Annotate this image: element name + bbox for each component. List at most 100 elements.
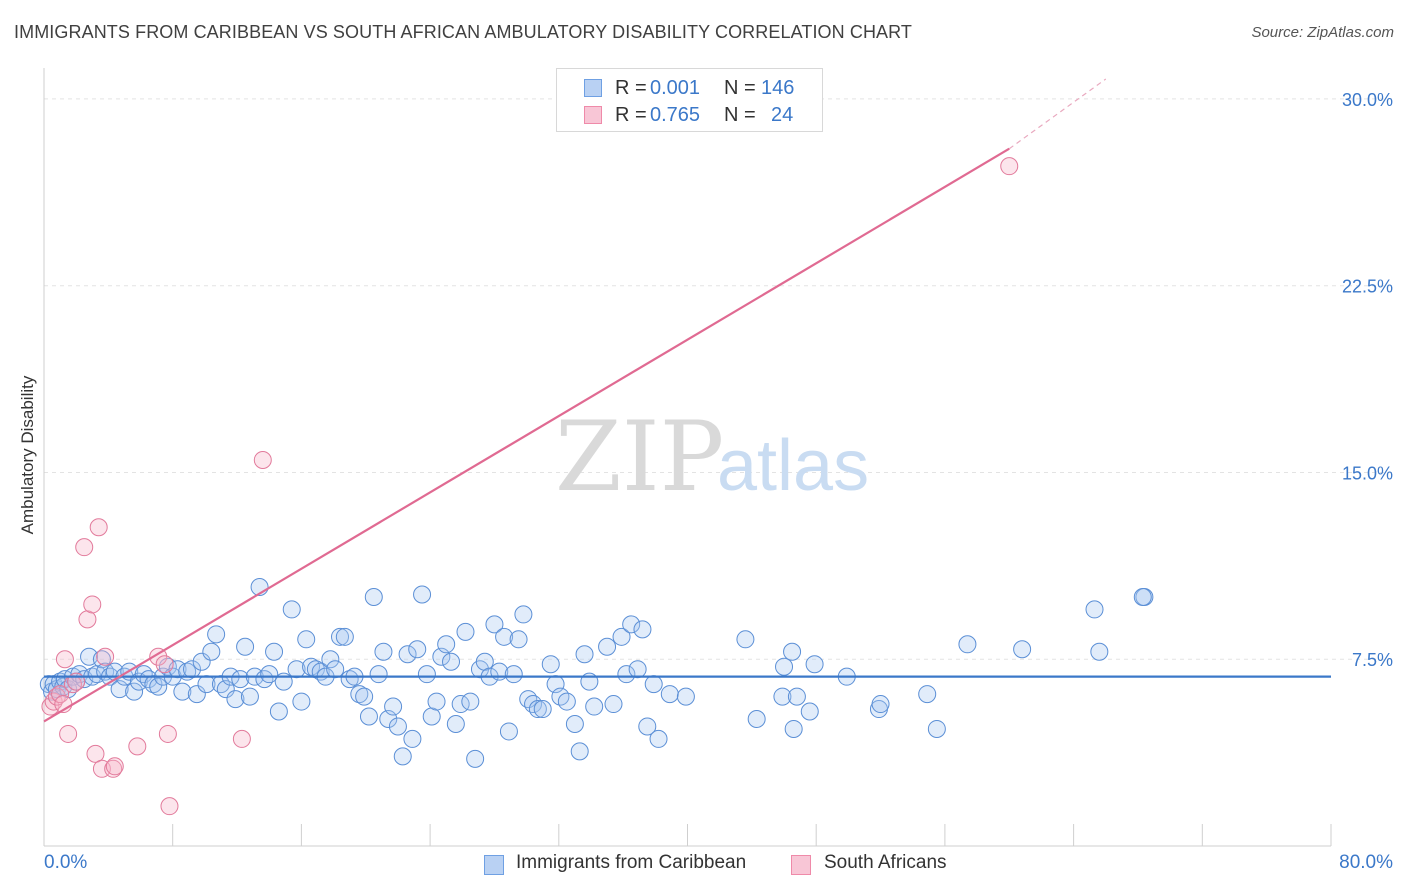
caribbean-point <box>612 627 631 646</box>
y-tick-labels: 7.5% 15.0% 22.5% 30.0% <box>1342 90 1393 670</box>
caribbean-point <box>149 677 168 696</box>
caribbean-point <box>565 714 584 733</box>
y-tick-label: 15.0% <box>1342 463 1393 483</box>
caribbean-point <box>231 670 250 689</box>
caribbean-point <box>331 627 350 646</box>
caribbean-point <box>633 620 652 639</box>
stats-legend: R = 0.001 N = 146 R = 0.765 N = 24 <box>556 68 823 132</box>
caribbean-point <box>1013 640 1032 659</box>
caribbean-point <box>350 685 369 704</box>
y-tick-label: 30.0% <box>1342 90 1393 110</box>
caribbean-point <box>585 697 604 716</box>
source-label: Source: ZipAtlas.com <box>1251 24 1394 41</box>
caribbean-point <box>173 682 192 701</box>
caribbean-point <box>427 692 446 711</box>
caribbean-point <box>783 642 802 661</box>
caribbean-point <box>958 635 977 654</box>
caribbean-point <box>575 645 594 664</box>
caribbean-point <box>364 587 383 606</box>
south-african-point <box>160 797 179 816</box>
caribbean-point <box>125 682 144 701</box>
x-tick-label-max: 80.0% <box>1339 852 1393 873</box>
caribbean-point <box>456 622 475 641</box>
south-african-point <box>155 655 174 674</box>
caribbean-point <box>417 665 436 684</box>
south-african-point <box>51 685 70 704</box>
south-african-point <box>75 538 94 557</box>
caribbean-point <box>918 685 937 704</box>
caribbean-point <box>369 665 388 684</box>
caribbean-point <box>255 670 274 689</box>
caribbean-point <box>226 690 245 709</box>
series-legend-swatch-caribbean <box>484 855 504 875</box>
caribbean-point <box>355 687 374 706</box>
legend-n-label: N = <box>724 104 756 126</box>
caribbean-point <box>302 657 321 676</box>
caribbean-point <box>192 652 211 671</box>
trend-lines <box>43 78 1331 723</box>
caribbean-point <box>528 700 547 719</box>
y-tick-label: 7.5% <box>1352 650 1393 670</box>
caribbean-point <box>403 729 422 748</box>
caribbean-point <box>260 665 279 684</box>
south-african-point <box>86 744 105 763</box>
caribbean-point <box>413 585 432 604</box>
caribbean-point <box>384 697 403 716</box>
caribbean-point <box>736 630 755 649</box>
caribbean-point <box>1085 600 1104 619</box>
caribbean-point <box>393 747 412 766</box>
caribbean-point <box>628 660 647 679</box>
gridlines <box>44 98 1392 660</box>
caribbean-point <box>446 714 465 733</box>
caribbean-point <box>805 655 824 674</box>
caribbean-point <box>134 665 153 684</box>
caribbean-point <box>927 719 946 738</box>
caribbean-point <box>202 642 221 661</box>
legend-n-label: N = <box>724 77 756 99</box>
caribbean-point <box>359 707 378 726</box>
south-african-point <box>158 724 177 743</box>
south-african-trend-line <box>43 147 1010 723</box>
axes <box>43 68 1332 847</box>
caribbean-points <box>39 578 1154 768</box>
caribbean-point <box>1133 587 1152 606</box>
caribbean-point <box>649 729 668 748</box>
south-african-point <box>1000 157 1019 176</box>
caribbean-point <box>557 692 576 711</box>
caribbean-point <box>514 605 533 624</box>
south-african-trend-extension <box>1008 78 1107 150</box>
south-african-point <box>96 647 115 666</box>
caribbean-point <box>499 722 518 741</box>
south-african-point <box>128 737 147 756</box>
caribbean-point <box>570 742 589 761</box>
caribbean-point <box>240 687 259 706</box>
caribbean-point <box>800 702 819 721</box>
legend-r-value: 0.765 <box>650 104 701 126</box>
caribbean-point <box>297 630 316 649</box>
caribbean-point <box>533 700 552 719</box>
caribbean-point <box>388 717 407 736</box>
caribbean-point <box>442 652 461 671</box>
south-african-point <box>149 647 168 666</box>
legend-r-label: R = <box>615 77 647 99</box>
south-african-points <box>41 157 1019 816</box>
caribbean-point <box>871 695 890 714</box>
caribbean-point <box>422 707 441 726</box>
y-tick-label: 22.5% <box>1342 277 1393 297</box>
watermark-atlas: atlas <box>717 426 869 506</box>
caribbean-point <box>775 657 794 676</box>
caribbean-point <box>326 660 345 679</box>
south-african-point <box>89 518 108 537</box>
caribbean-point <box>644 675 663 694</box>
caribbean-point <box>437 635 456 654</box>
caribbean-point <box>504 665 523 684</box>
caribbean-point <box>787 687 806 706</box>
caribbean-point <box>236 637 255 656</box>
caribbean-point <box>374 642 393 661</box>
caribbean-point <box>408 640 427 659</box>
caribbean-point <box>541 655 560 674</box>
caribbean-point <box>622 615 641 634</box>
series-legend-label-caribbean: Immigrants from Caribbean <box>516 852 747 873</box>
caribbean-point <box>495 627 514 646</box>
legend-swatch-south-african <box>584 106 602 124</box>
